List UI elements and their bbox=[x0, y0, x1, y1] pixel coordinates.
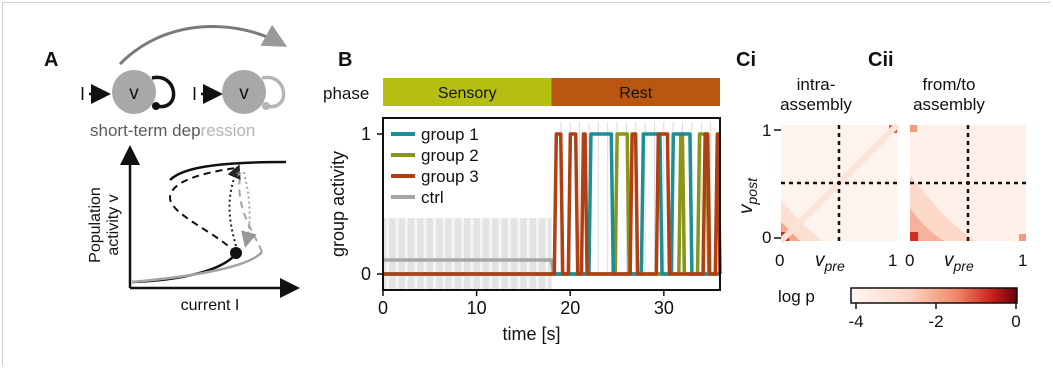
plot-frame bbox=[382, 117, 721, 291]
panel-c: Ci Cii intra- assembly from/to assembly bbox=[736, 49, 1027, 331]
phase-bar: Sensory Rest bbox=[383, 78, 720, 106]
lower-branch-weak bbox=[131, 251, 263, 284]
legend-label-group-2: group 2 bbox=[421, 146, 479, 165]
panel-cii-label: Cii bbox=[868, 49, 894, 71]
panel-a-label: A bbox=[44, 49, 58, 71]
star-marker: * bbox=[236, 169, 242, 186]
cii-title-1: from/to bbox=[923, 75, 976, 94]
c-ytick-1: 1 bbox=[762, 121, 771, 140]
cii-title-2: assembly bbox=[913, 95, 985, 114]
ci-title-2: assembly bbox=[780, 95, 852, 114]
heatmap-cii bbox=[910, 125, 1026, 241]
phase-label-sensory: Sensory bbox=[438, 85, 497, 102]
y-tick-label: 1 bbox=[361, 124, 371, 144]
self-loop-strong-end bbox=[152, 102, 160, 110]
legend-label-group-1: group 1 bbox=[421, 125, 479, 144]
panel-ci-label: Ci bbox=[736, 49, 756, 71]
phase-label-rest: Rest bbox=[619, 85, 652, 102]
self-loop-strong bbox=[151, 75, 176, 109]
phase-segment-sensory bbox=[383, 78, 552, 106]
colorbar bbox=[850, 287, 1018, 304]
x-axis-label: time [s] bbox=[502, 324, 560, 344]
phase-label: phase bbox=[323, 84, 369, 103]
upper-branch bbox=[169, 160, 287, 181]
unstable-branch-strong bbox=[168, 167, 237, 255]
x-tick-label: 0 bbox=[378, 298, 388, 318]
legend-label-group-3: group 3 bbox=[421, 167, 479, 186]
node-right bbox=[222, 70, 266, 114]
heatmap-cii-cell-origin bbox=[910, 232, 918, 241]
cii-xtick-0: 0 bbox=[905, 251, 914, 270]
y-tick-label: 0 bbox=[361, 264, 371, 284]
state-dot bbox=[230, 247, 242, 259]
unstable-branch-weak bbox=[238, 175, 263, 253]
lower-branch-strong bbox=[131, 253, 237, 284]
heatmap-ci bbox=[778, 122, 900, 244]
cii-xtick-1: 1 bbox=[1018, 251, 1027, 270]
caption-short-term-depression: short-term depression bbox=[90, 121, 255, 140]
self-loop-weak bbox=[261, 75, 286, 109]
y-axis-label: group activity bbox=[328, 151, 348, 257]
panel-a: A I v I v short-term depression Populati… bbox=[44, 24, 300, 314]
heatmap-cii-corner-mid bbox=[910, 208, 944, 241]
activity-chart: 0 10 20 30 0 1 time [s] group activity group 1 gr… bbox=[328, 117, 722, 344]
a-ylabel-1: Population bbox=[87, 187, 104, 263]
series-line-group-3 bbox=[383, 132, 722, 276]
heatmap-cii-cell-right bbox=[1019, 234, 1026, 241]
jump-trajectory bbox=[227, 164, 241, 247]
c-ytick-0: 0 bbox=[762, 228, 771, 247]
series-line-group-1 bbox=[383, 132, 720, 276]
stimulus-shading bbox=[383, 218, 552, 290]
phase-segment-rest bbox=[551, 78, 720, 106]
node-right-glyph: v bbox=[239, 83, 249, 104]
x-tick-label: 20 bbox=[560, 298, 580, 318]
colorbar-tick-minus2: -2 bbox=[928, 312, 943, 331]
panel-b-label: B bbox=[338, 49, 352, 71]
input-label-left: I bbox=[80, 84, 85, 104]
ci-xlabel: vpre bbox=[815, 250, 845, 274]
heatmap-cii-cell-top bbox=[910, 125, 917, 132]
self-loop-weak-end bbox=[262, 102, 270, 110]
c-ylabel: vpost bbox=[736, 177, 760, 214]
x-tick-label: 30 bbox=[654, 298, 674, 318]
colorbar-tick-0: 0 bbox=[1011, 312, 1020, 331]
input-label-right: I bbox=[192, 84, 197, 104]
colorbar-label: log p bbox=[778, 287, 815, 306]
heatmap-cii-glow bbox=[910, 175, 976, 241]
panel-b: B phase Sensory Rest 0 10 20 30 0 1 time [s] gro… bbox=[323, 49, 722, 344]
cii-xlabel: vpre bbox=[944, 250, 974, 274]
legend-label-ctrl: ctrl bbox=[421, 188, 444, 207]
ci-xtick-0: 0 bbox=[775, 251, 784, 270]
depression-arrow bbox=[118, 24, 288, 66]
colorbar-tick-minus4: -4 bbox=[848, 312, 863, 331]
a-ylabel-2: activity v bbox=[105, 194, 122, 255]
ci-xtick-1: 1 bbox=[888, 251, 897, 270]
ci-title-1: intra- bbox=[797, 75, 836, 94]
node-left bbox=[112, 70, 156, 114]
figure-frame bbox=[2, 2, 1050, 366]
x-tick-label: 10 bbox=[467, 298, 487, 318]
a-xlabel: current I bbox=[181, 297, 240, 314]
node-left-glyph: v bbox=[129, 83, 139, 104]
return-trajectory bbox=[241, 171, 257, 248]
